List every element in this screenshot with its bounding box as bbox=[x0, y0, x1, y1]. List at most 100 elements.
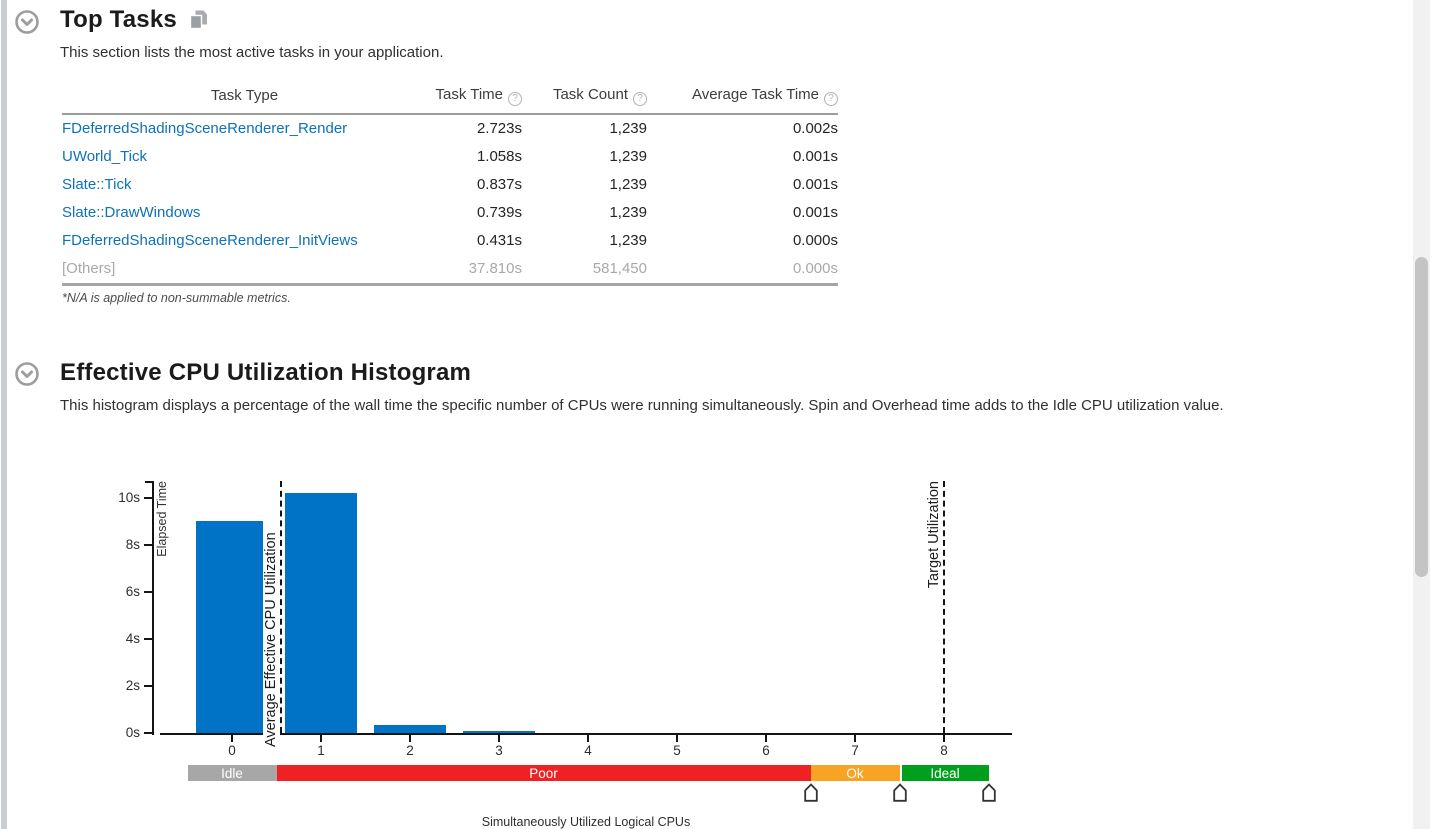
x-axis-tick-label: 8 bbox=[940, 743, 948, 758]
chevron-down-circle-icon bbox=[14, 362, 40, 391]
y-axis-tick-label: 6s bbox=[125, 584, 140, 599]
x-axis-tick bbox=[587, 735, 589, 742]
x-axis-tick-label: 7 bbox=[851, 743, 859, 758]
band-slider-handle[interactable] bbox=[892, 783, 908, 802]
y-axis-tick-label: 8s bbox=[125, 537, 140, 552]
x-axis-tick bbox=[320, 735, 322, 742]
collapse-section-button[interactable] bbox=[14, 361, 40, 392]
column-header-task-count: Task Count? bbox=[522, 84, 647, 115]
x-axis-tick bbox=[409, 735, 411, 742]
utilization-band-idle: Idle bbox=[187, 765, 277, 781]
task-time-cell: 0.837s bbox=[476, 175, 522, 193]
y-axis-tick bbox=[144, 732, 152, 734]
task-count-cell: 1,239 bbox=[609, 203, 647, 221]
x-axis-tick-label: 6 bbox=[762, 743, 770, 758]
section-title-top-tasks: Top Tasks bbox=[60, 6, 177, 33]
y-axis-tick bbox=[144, 591, 152, 593]
x-axis-tick bbox=[231, 735, 233, 742]
x-axis-tick bbox=[765, 735, 767, 742]
task-count-cell: 1,239 bbox=[609, 119, 647, 137]
y-axis-tick-label: 0s bbox=[125, 725, 140, 740]
histogram-bar bbox=[196, 521, 268, 733]
annotation-line bbox=[279, 481, 282, 733]
scrollbar-thumb[interactable] bbox=[1415, 257, 1428, 577]
annotation-label: Average Effective CPU Utilization bbox=[262, 481, 280, 747]
x-axis-tick bbox=[676, 735, 678, 742]
y-axis-tick bbox=[144, 497, 152, 499]
y-axis-tick bbox=[144, 544, 152, 546]
x-axis-tick-label: 5 bbox=[673, 743, 681, 758]
histogram-bar bbox=[374, 725, 446, 733]
column-header-average-task-time: Average Task Time? bbox=[647, 84, 838, 115]
utilization-band-poor: Poor bbox=[276, 765, 811, 781]
annotation-label: Target Utilization bbox=[926, 481, 943, 589]
task-link[interactable]: FDeferredShadingSceneRenderer_InitViews bbox=[62, 231, 358, 249]
y-axis-line bbox=[152, 481, 154, 735]
copy-icon[interactable] bbox=[189, 9, 208, 35]
average-task-time-cell: 0.002s bbox=[792, 119, 838, 137]
y-axis-end-tick bbox=[145, 481, 154, 483]
task-count-cell: 1,239 bbox=[609, 231, 647, 249]
histogram-bar bbox=[463, 731, 535, 733]
average-task-time-cell: 0.001s bbox=[792, 203, 838, 221]
y-axis-tick bbox=[144, 685, 152, 687]
table-row: UWorld_Tick 1.058s 1,239 0.001s bbox=[62, 143, 838, 171]
x-axis-tick bbox=[943, 735, 945, 742]
task-type-cell: [Others] bbox=[62, 259, 116, 277]
average-task-time-cell: 0.000s bbox=[792, 259, 838, 277]
histogram-bar bbox=[285, 493, 357, 733]
section-description: This histogram displays a percentage of … bbox=[60, 397, 1224, 414]
left-panel-splitter[interactable] bbox=[1, 0, 7, 829]
collapse-section-button[interactable] bbox=[14, 9, 40, 40]
y-axis-tick-label: 2s bbox=[125, 678, 140, 693]
task-time-cell: 2.723s bbox=[476, 119, 522, 137]
help-icon[interactable]: ? bbox=[824, 91, 838, 106]
table-row: Slate::DrawWindows 0.739s 1,239 0.001s bbox=[62, 199, 838, 227]
x-axis-tick-label: 0 bbox=[228, 743, 236, 758]
task-time-cell: 0.431s bbox=[476, 231, 522, 249]
x-axis-tick-label: 4 bbox=[584, 743, 592, 758]
x-axis-tick-label: 3 bbox=[495, 743, 503, 758]
x-axis-tick bbox=[498, 735, 500, 742]
y-axis-title: Elapsed Time bbox=[155, 481, 169, 557]
band-slider-handle[interactable] bbox=[803, 783, 819, 802]
task-link[interactable]: UWorld_Tick bbox=[62, 147, 148, 165]
table-row: FDeferredShadingSceneRenderer_Render 2.72… bbox=[62, 114, 838, 143]
y-axis-tick-label: 10s bbox=[118, 490, 140, 505]
task-link[interactable]: FDeferredShadingSceneRenderer_Render bbox=[62, 119, 348, 137]
annotation-line bbox=[943, 481, 945, 733]
task-count-cell: 581,450 bbox=[592, 259, 647, 277]
table-row: [Others] 37.810s 581,450 0.000s bbox=[62, 255, 838, 285]
table-row: Slate::Tick 0.837s 1,239 0.001s bbox=[62, 171, 838, 199]
x-axis-title: Simultaneously Utilized Logical CPUs bbox=[481, 815, 691, 829]
y-axis-tick-label: 4s bbox=[125, 631, 140, 646]
y-axis-tick bbox=[144, 638, 152, 640]
column-header-task-time: Task Time? bbox=[427, 84, 522, 115]
task-time-cell: 1.058s bbox=[476, 147, 522, 165]
x-axis-tick-label: 1 bbox=[317, 743, 325, 758]
vertical-scrollbar[interactable] bbox=[1413, 0, 1430, 829]
help-icon[interactable]: ? bbox=[633, 91, 647, 106]
task-link[interactable]: Slate::DrawWindows bbox=[62, 203, 201, 221]
table-row: FDeferredShadingSceneRenderer_InitViews 0… bbox=[62, 227, 838, 255]
task-time-cell: 37.810s bbox=[468, 259, 522, 277]
table-header-row: Task Type Task Time? Task Count? Average… bbox=[62, 84, 838, 115]
task-count-cell: 1,239 bbox=[609, 147, 647, 165]
utilization-band-ideal: Ideal bbox=[901, 765, 989, 781]
band-slider-handle[interactable] bbox=[981, 783, 997, 802]
table-footnote: *N/A is applied to non-summable metrics. bbox=[62, 291, 291, 305]
help-icon[interactable]: ? bbox=[508, 91, 522, 106]
average-task-time-cell: 0.000s bbox=[792, 231, 838, 249]
task-time-cell: 0.739s bbox=[476, 203, 522, 221]
cpu-histogram-chart: Elapsed Time Simultaneously Utilized Log… bbox=[0, 455, 1060, 829]
average-task-time-cell: 0.001s bbox=[792, 175, 838, 193]
task-link[interactable]: Slate::Tick bbox=[62, 175, 132, 193]
utilization-band-ok: Ok bbox=[810, 765, 900, 781]
top-tasks-table: Task Type Task Time? Task Count? Average… bbox=[62, 84, 838, 286]
x-axis-line bbox=[160, 733, 1012, 735]
x-axis-tick bbox=[854, 735, 856, 742]
average-task-time-cell: 0.001s bbox=[792, 147, 838, 165]
task-count-cell: 1,239 bbox=[609, 175, 647, 193]
x-axis-tick-label: 2 bbox=[406, 743, 414, 758]
section-title-cpu-histogram: Effective CPU Utilization Histogram bbox=[60, 359, 472, 386]
